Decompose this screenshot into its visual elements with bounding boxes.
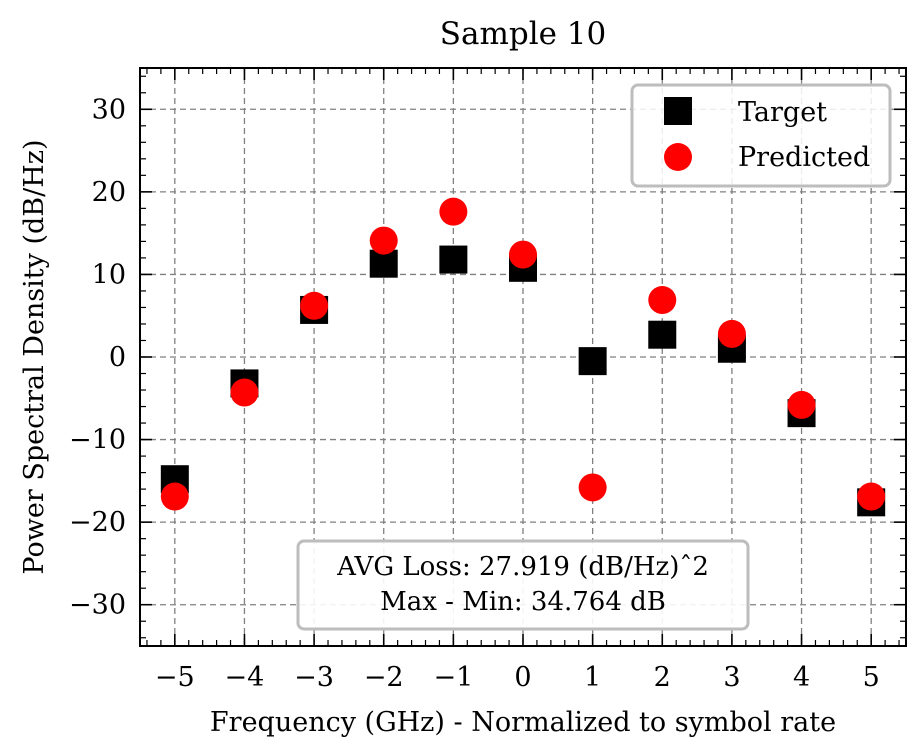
plot-frame <box>139 67 907 647</box>
y-axis-label: Power Spectral Density (dB/Hz) <box>19 139 50 574</box>
annotation-max-min: Max - Min: 34.764 dB <box>380 587 666 617</box>
x-axis-label: Frequency (GHz) - Normalized to symbol r… <box>210 707 836 738</box>
y-tick-label: 10 <box>92 259 126 290</box>
predicted-point <box>230 378 259 407</box>
legend-target-marker <box>664 97 692 125</box>
x-tick-label: 3 <box>723 662 740 693</box>
predicted-point <box>857 482 886 511</box>
predicted-point <box>439 197 468 226</box>
x-tick-label: 5 <box>863 662 880 693</box>
target-point <box>648 320 677 349</box>
annotation-frame <box>296 539 750 631</box>
predicted-point <box>509 240 537 269</box>
x-tick-label: 2 <box>654 662 671 693</box>
y-tick-label: 0 <box>109 342 126 373</box>
predicted-point <box>717 319 746 348</box>
predicted-point <box>648 286 677 315</box>
legend: Target Predicted <box>630 83 892 188</box>
legend-target-label: Target <box>738 97 827 128</box>
x-tick-label: 4 <box>793 662 810 693</box>
predicted-point <box>300 291 329 320</box>
predicted-point <box>578 473 607 502</box>
data-markers <box>160 197 886 517</box>
legend-predicted-label: Predicted <box>738 142 870 173</box>
target-point <box>578 347 607 376</box>
predicted-point <box>369 226 398 255</box>
x-tick-label: 1 <box>584 662 601 693</box>
y-tick-label: −20 <box>69 507 126 538</box>
x-tick-label: 0 <box>514 662 531 693</box>
y-tick-label: −30 <box>69 590 126 621</box>
y-tick-label: −10 <box>69 425 126 456</box>
x-tick-label: −1 <box>433 662 473 693</box>
legend-predicted-marker <box>664 143 692 171</box>
y-tick-label: 20 <box>92 177 126 208</box>
x-tick-label: −2 <box>364 662 404 693</box>
predicted-point <box>787 390 816 419</box>
target-point <box>439 245 468 274</box>
y-tick-label: 30 <box>92 94 126 125</box>
predicted-point <box>160 482 189 511</box>
annotation-avg-loss: AVG Loss: 27.919 (dB/Hz)ˆ2 <box>336 552 709 582</box>
annotation-box: AVG Loss: 27.919 (dB/Hz)ˆ2 Max - Min: 34… <box>296 539 750 631</box>
chart-title: Sample 10 <box>440 16 607 52</box>
legend-box <box>630 83 892 188</box>
x-tick-label: −3 <box>294 662 334 693</box>
x-tick-label: −5 <box>155 662 195 693</box>
x-tick-label: −4 <box>225 662 265 693</box>
